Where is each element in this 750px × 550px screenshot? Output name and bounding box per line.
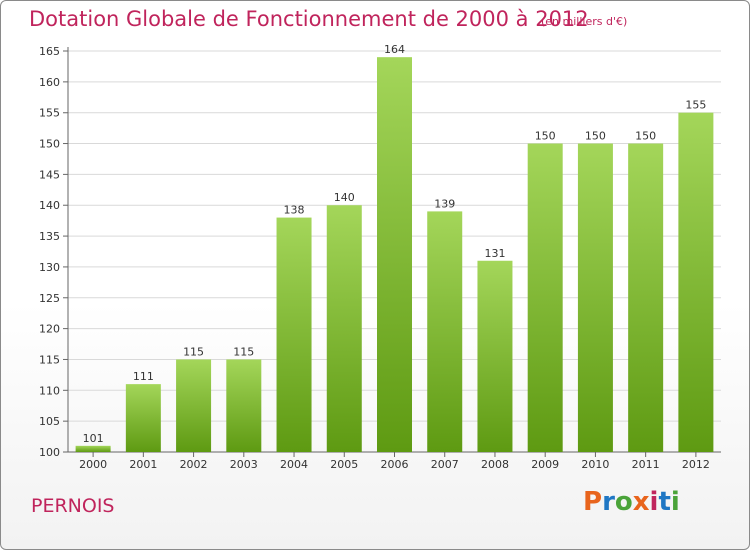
bar-2005 <box>326 205 362 452</box>
y-tick-label: 105 <box>39 415 60 428</box>
logo-letter: i <box>649 487 659 517</box>
x-tick-label: 2012 <box>682 458 710 471</box>
data-label: 139 <box>434 197 455 210</box>
x-tick-label: 2008 <box>481 458 509 471</box>
bar-2003 <box>226 359 262 452</box>
x-tick-label: 2010 <box>581 458 609 471</box>
logo-letter: o <box>614 487 633 517</box>
logo-letter: t <box>658 487 671 517</box>
x-tick-label: 2006 <box>381 458 409 471</box>
x-tick-label: 2007 <box>431 458 459 471</box>
bars <box>75 57 714 453</box>
bar-2006 <box>377 57 412 453</box>
y-tick-label: 130 <box>39 261 60 274</box>
y-tick-label: 115 <box>39 353 60 366</box>
data-label: 101 <box>83 432 104 445</box>
data-label: 150 <box>635 130 656 143</box>
bar-2011 <box>628 143 664 453</box>
y-tick-label: 155 <box>39 107 60 120</box>
bar-2009 <box>527 143 563 453</box>
bar-2000 <box>75 445 111 452</box>
bar-2010 <box>577 143 613 453</box>
x-tick-label: 2001 <box>129 458 157 471</box>
city-name: PERNOIS <box>31 495 115 517</box>
x-tick-label: 2002 <box>180 458 208 471</box>
logo-letter: x <box>632 487 650 517</box>
data-label: 115 <box>233 345 254 358</box>
bar-2012 <box>678 112 714 452</box>
data-label: 131 <box>484 247 505 260</box>
x-tick-label: 2000 <box>79 458 107 471</box>
data-label: 155 <box>685 99 706 112</box>
x-tick-label: 2005 <box>330 458 358 471</box>
y-tick-label: 100 <box>39 446 60 459</box>
x-tick-label: 2009 <box>531 458 559 471</box>
x-tick-labels: 2000 2001 2002 2003 2004 2005 2006 2007 2008 2009… <box>79 458 710 471</box>
bar-2004 <box>276 217 312 452</box>
chart-title: Dotation Globale de Fonctionnement de 20… <box>29 7 589 31</box>
x-tick-label: 2011 <box>632 458 660 471</box>
logo-letter: i <box>670 487 680 517</box>
bar-2002 <box>176 359 212 452</box>
y-tick-label: 145 <box>39 168 60 181</box>
bar-2008 <box>477 260 513 452</box>
data-label: 111 <box>133 370 154 383</box>
y-tick-label: 135 <box>39 230 60 243</box>
x-tick-label: 2004 <box>280 458 308 471</box>
data-label: 150 <box>585 130 606 143</box>
y-tick-label: 150 <box>39 138 60 151</box>
y-tick-label: 110 <box>39 384 60 397</box>
bar-2007 <box>427 211 463 452</box>
data-label: 140 <box>334 191 355 204</box>
logo-letter: r <box>602 487 615 517</box>
data-label: 138 <box>284 204 305 217</box>
data-label: 115 <box>183 345 204 358</box>
x-tick-label: 2003 <box>230 458 258 471</box>
bar-2001 <box>125 384 161 452</box>
data-label: 164 <box>384 43 405 56</box>
chart-subtitle: (en milliers d'€) <box>541 15 628 28</box>
data-label: 150 <box>535 130 556 143</box>
proxiti-logo[interactable]: Proxiti <box>583 487 680 517</box>
y-tick-label: 125 <box>39 292 60 305</box>
logo-letter: P <box>583 487 603 517</box>
y-tick-label: 165 <box>39 45 60 58</box>
y-tick-label: 140 <box>39 199 60 212</box>
y-tick-label: 120 <box>39 323 60 336</box>
data-labels: 101 111 115 115 138 140 164 139 131 150 150 150 155 <box>83 43 707 445</box>
y-tick-labels: 100 105 110 115 120 125 130 135 140 145 150 155 160 1… <box>39 45 60 459</box>
y-tick-label: 160 <box>39 76 60 89</box>
